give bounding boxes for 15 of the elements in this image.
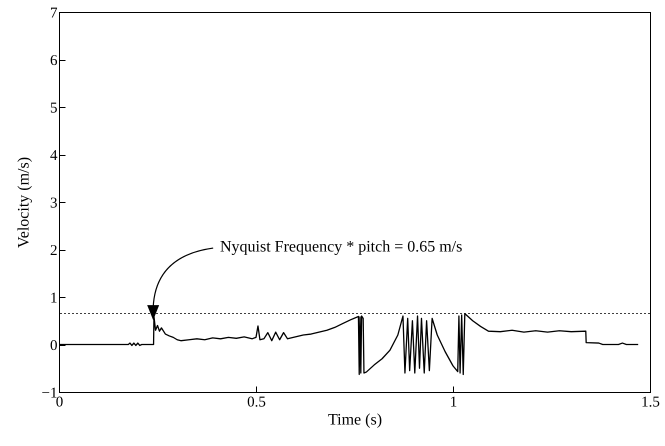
y-tick-label: 5 [50,100,58,116]
y-tick-label: 1 [50,290,58,306]
y-tick-label: 3 [50,196,58,212]
y-tick-label: 2 [50,243,58,259]
y-tick-label: 6 [50,53,58,69]
x-tick-label: 0.5 [247,394,266,410]
x-tick-label: 1.5 [641,394,660,410]
y-tick-label: 4 [50,148,58,164]
x-axis-title: Time (s) [328,412,382,428]
y-tick-label: 0 [50,338,58,354]
y-tick-label: 7 [50,6,58,22]
y-tick-label: −1 [42,386,58,402]
x-tick-label: 1 [450,394,458,410]
y-axis-title: Velocity (m/s) [16,156,33,248]
annotation: Nyquist Frequency * pitch = 0.65 m/s [220,238,462,256]
